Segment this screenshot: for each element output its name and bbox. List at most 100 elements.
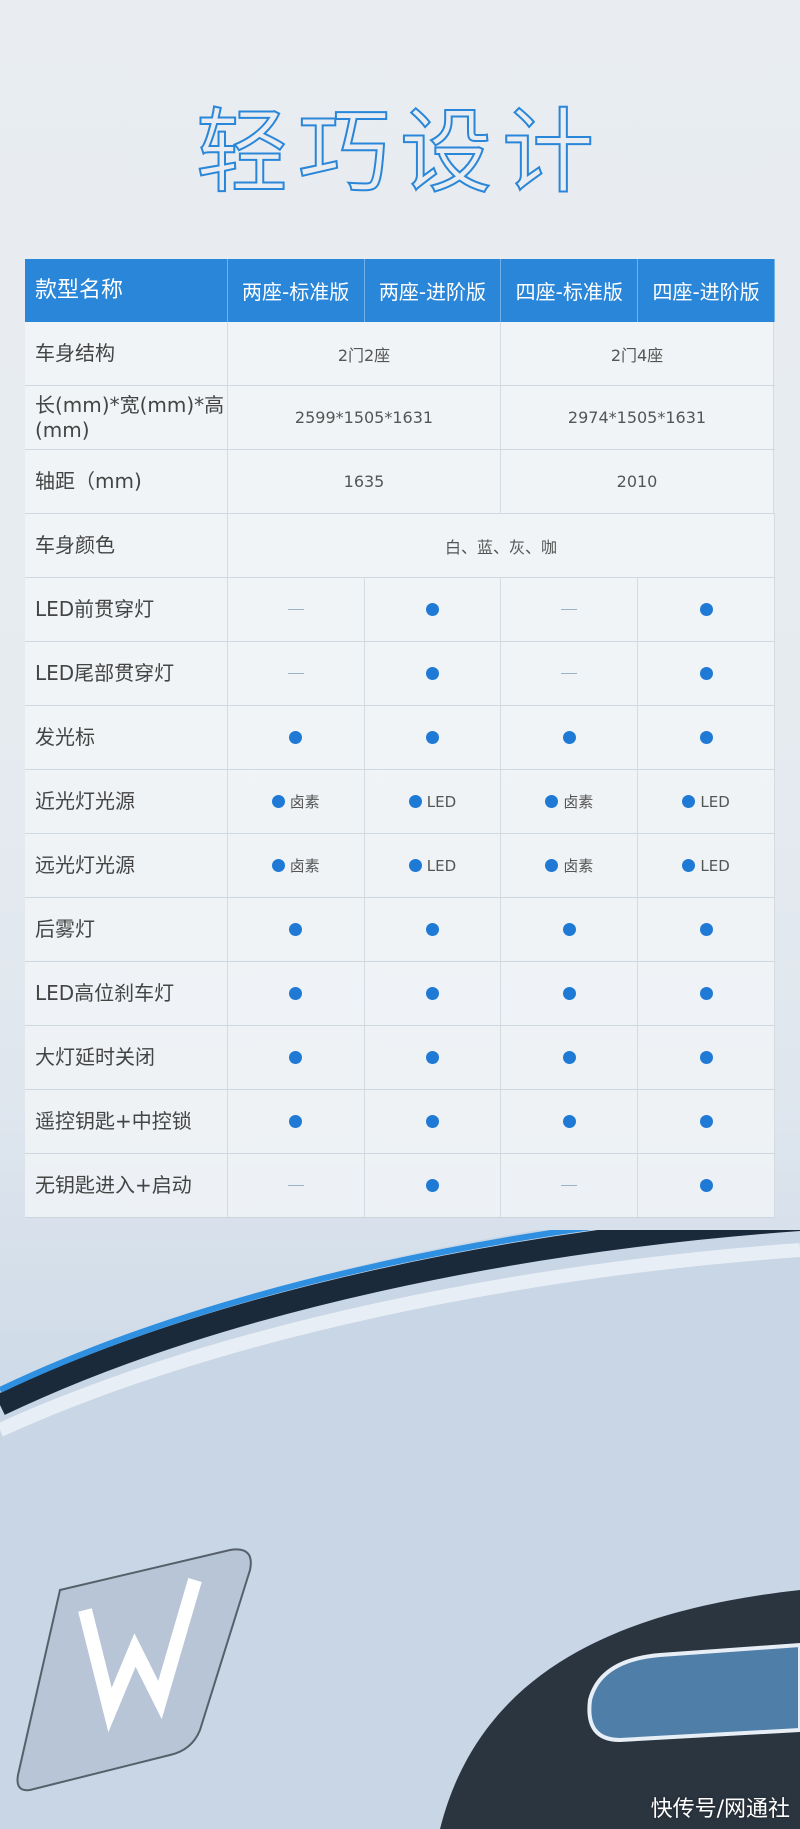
feature-cell bbox=[501, 642, 639, 705]
included-dot-icon bbox=[699, 923, 713, 936]
row-label: 发光标 bbox=[25, 706, 228, 769]
included-dot-icon bbox=[699, 1051, 713, 1064]
included-dot-icon bbox=[545, 795, 559, 808]
included-dot-icon bbox=[425, 1051, 439, 1064]
included-dot-icon bbox=[271, 859, 285, 872]
included-dot-icon bbox=[699, 603, 713, 616]
cell-note: LED bbox=[700, 792, 730, 811]
row-label: 近光灯光源 bbox=[25, 770, 228, 833]
table-row: 后雾灯 bbox=[25, 898, 775, 962]
row-label: 轴距（mm) bbox=[25, 450, 228, 513]
feature-cell bbox=[364, 578, 502, 641]
included-dot-icon bbox=[545, 859, 559, 872]
included-dot-icon bbox=[562, 1051, 576, 1064]
cell-value: 1635 bbox=[228, 450, 501, 513]
feature-cell bbox=[364, 642, 502, 705]
not-included-dash-icon bbox=[287, 1185, 304, 1186]
feature-cell bbox=[638, 962, 775, 1025]
included-dot-icon bbox=[699, 987, 713, 1000]
table-row: LED高位刹车灯 bbox=[25, 962, 775, 1026]
cell-value: 2门2座 bbox=[228, 322, 501, 385]
feature-cell bbox=[501, 1090, 639, 1153]
header-cell: 款型名称 bbox=[25, 259, 228, 322]
spec-table: 款型名称 两座-标准版 两座-进阶版 四座-标准版 四座-进阶版 车身结构 2门… bbox=[25, 259, 775, 1218]
cell-value: 2门4座 bbox=[501, 322, 774, 385]
cell-note: LED bbox=[700, 856, 730, 875]
included-dot-icon bbox=[289, 987, 303, 1000]
included-dot-icon bbox=[408, 795, 422, 808]
not-included-dash-icon bbox=[561, 673, 578, 674]
feature-cell bbox=[227, 1154, 365, 1217]
feature-cell bbox=[501, 1026, 639, 1089]
feature-cell: LED bbox=[638, 834, 775, 897]
feature-cell bbox=[364, 1154, 502, 1217]
feature-cell bbox=[638, 1154, 775, 1217]
feature-cell bbox=[227, 642, 365, 705]
header-cell: 四座-标准版 bbox=[501, 259, 639, 322]
table-row: 大灯延时关闭 bbox=[25, 1026, 775, 1090]
feature-cell: LED bbox=[638, 770, 775, 833]
cell-value: 2599*1505*1631 bbox=[228, 386, 501, 449]
included-dot-icon bbox=[682, 795, 696, 808]
feature-cell bbox=[364, 898, 502, 961]
row-label: 遥控钥匙+中控锁 bbox=[25, 1090, 228, 1153]
included-dot-icon bbox=[562, 987, 576, 1000]
table-row: 长(mm)*宽(mm)*高(mm) 2599*1505*1631 2974*15… bbox=[25, 386, 775, 450]
included-dot-icon bbox=[562, 923, 576, 936]
cell-note: LED bbox=[426, 792, 457, 811]
row-label: 车身颜色 bbox=[25, 514, 228, 577]
feature-cell bbox=[638, 578, 775, 641]
brand-logo bbox=[78, 1578, 202, 1733]
feature-cell bbox=[501, 1154, 639, 1217]
included-dot-icon bbox=[699, 1179, 713, 1192]
row-label: LED尾部贯穿灯 bbox=[25, 642, 228, 705]
cell-value: 白、蓝、灰、咖 bbox=[228, 514, 775, 577]
included-dot-icon bbox=[682, 859, 696, 872]
cell-note: 卤素 bbox=[289, 793, 320, 811]
table-row: 近光灯光源 卤素 LED 卤素 LED bbox=[25, 770, 775, 834]
watermark: 快传号/网通社 bbox=[650, 1797, 790, 1822]
table-row: 车身颜色 白、蓝、灰、咖 bbox=[25, 514, 775, 578]
included-dot-icon bbox=[425, 667, 439, 680]
feature-cell: 卤素 bbox=[501, 770, 639, 833]
feature-cell bbox=[227, 706, 365, 769]
included-dot-icon bbox=[425, 923, 439, 936]
included-dot-icon bbox=[408, 859, 422, 872]
page-title: 轻巧设计 bbox=[195, 98, 604, 207]
feature-cell bbox=[227, 578, 365, 641]
table-row: 遥控钥匙+中控锁 bbox=[25, 1090, 775, 1154]
table-row: LED尾部贯穿灯 bbox=[25, 642, 775, 706]
feature-cell: 卤素 bbox=[501, 834, 639, 897]
feature-cell bbox=[227, 1090, 365, 1153]
row-label: 无钥匙进入+启动 bbox=[25, 1154, 228, 1217]
feature-cell: 卤素 bbox=[227, 834, 365, 897]
feature-cell bbox=[501, 706, 639, 769]
feature-cell bbox=[638, 706, 775, 769]
not-included-dash-icon bbox=[287, 609, 304, 610]
car-image bbox=[0, 1230, 800, 1829]
header-cell: 两座-进阶版 bbox=[365, 259, 502, 322]
row-label: LED高位刹车灯 bbox=[25, 962, 228, 1025]
feature-cell: LED bbox=[364, 834, 502, 897]
cell-value: 2010 bbox=[501, 450, 774, 513]
feature-cell: LED bbox=[364, 770, 502, 833]
included-dot-icon bbox=[425, 731, 439, 744]
cell-note: 卤素 bbox=[563, 793, 594, 811]
not-included-dash-icon bbox=[561, 1185, 578, 1186]
included-dot-icon bbox=[562, 1115, 576, 1128]
row-label: LED前贯穿灯 bbox=[25, 578, 228, 641]
row-label: 大灯延时关闭 bbox=[25, 1026, 228, 1089]
table-row: 轴距（mm) 1635 2010 bbox=[25, 450, 775, 514]
cell-note: LED bbox=[426, 856, 457, 875]
included-dot-icon bbox=[289, 1051, 303, 1064]
included-dot-icon bbox=[425, 987, 439, 1000]
not-included-dash-icon bbox=[287, 673, 304, 674]
included-dot-icon bbox=[271, 795, 285, 808]
row-label: 车身结构 bbox=[25, 322, 228, 385]
feature-cell bbox=[364, 706, 502, 769]
row-label: 远光灯光源 bbox=[25, 834, 228, 897]
feature-cell bbox=[227, 898, 365, 961]
feature-cell bbox=[227, 962, 365, 1025]
included-dot-icon bbox=[289, 923, 303, 936]
cell-note: 卤素 bbox=[289, 857, 320, 875]
